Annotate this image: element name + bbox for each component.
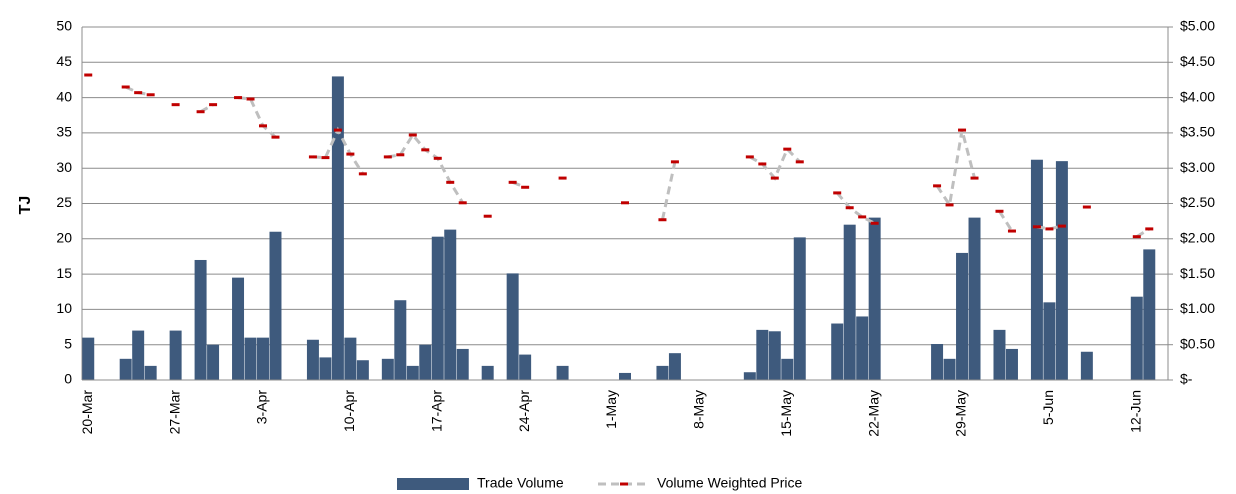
bar [344, 337, 357, 380]
bar [956, 252, 969, 380]
bar [768, 331, 781, 380]
bar [931, 343, 944, 380]
legend-label: Volume Weighted Price [657, 475, 802, 491]
bar [269, 231, 282, 380]
bar [406, 365, 419, 380]
bar [394, 300, 407, 380]
y-axis-label: TJ [17, 196, 34, 215]
bar [1030, 159, 1043, 380]
bar [781, 358, 794, 380]
bar [169, 330, 182, 380]
bar [319, 357, 332, 380]
bar [456, 348, 469, 380]
bar [331, 76, 344, 381]
y-tick-label: 30 [56, 159, 72, 175]
bar [619, 372, 631, 380]
y2-tick-label: $- [1180, 371, 1193, 387]
bar [856, 316, 869, 380]
bar [1055, 161, 1068, 380]
bar [943, 358, 956, 380]
bar [306, 339, 319, 380]
x-tick-label: 3-Apr [254, 390, 270, 425]
bar [519, 354, 532, 380]
x-tick-label: 12-Jun [1127, 390, 1143, 433]
x-tick-label: 1-May [603, 390, 619, 429]
bar [793, 237, 806, 380]
bar [656, 365, 669, 380]
x-tick-label: 20-Mar [79, 390, 95, 435]
legend-swatch [397, 478, 469, 490]
bar [444, 229, 457, 380]
bar [232, 277, 245, 380]
price-line [125, 85, 1151, 238]
bar [419, 344, 432, 380]
y-tick-label: 50 [56, 18, 72, 34]
bar [132, 330, 145, 380]
bar [119, 358, 132, 380]
x-tick-label: 17-Apr [428, 390, 444, 432]
x-tick-label: 10-Apr [341, 390, 357, 432]
bar [506, 273, 519, 380]
bar [207, 344, 220, 380]
y-tick-label: 15 [56, 265, 72, 281]
bar [431, 236, 444, 380]
y-tick-label: 40 [56, 88, 72, 104]
y-tick-label: 25 [56, 194, 72, 210]
bar [743, 372, 756, 380]
x-tick-label: 24-Apr [516, 390, 532, 432]
y-tick-label: 10 [56, 300, 72, 316]
y2-tick-label: $3.50 [1180, 124, 1215, 140]
bar [481, 365, 494, 380]
bar [356, 360, 369, 380]
bar [144, 365, 157, 380]
bar [668, 353, 681, 380]
bar [244, 337, 257, 380]
x-tick-label: 15-May [778, 390, 794, 437]
y2-tick-label: $2.00 [1180, 230, 1215, 246]
bar [993, 329, 1006, 380]
bar [556, 365, 569, 380]
bar [968, 217, 981, 380]
y2-tick-label: $2.50 [1180, 194, 1215, 210]
bar [82, 337, 95, 380]
bar [1005, 348, 1018, 380]
y-tick-label: 45 [56, 53, 72, 69]
x-tick-label: 27-Mar [166, 390, 182, 435]
y2-tick-label: $3.00 [1180, 159, 1215, 175]
bar [257, 337, 269, 380]
bar [868, 217, 881, 380]
x-tick-label: 8-May [691, 390, 707, 429]
bar [1080, 351, 1093, 380]
y2-tick-label: $5.00 [1180, 18, 1215, 34]
bar [1130, 296, 1143, 380]
bar [1043, 302, 1056, 380]
bar [756, 329, 769, 380]
y2-tick-label: $4.00 [1180, 88, 1215, 104]
bar [831, 323, 844, 380]
bar [1143, 249, 1156, 380]
x-tick-label: 22-May [865, 390, 881, 437]
y2-tick-label: $4.50 [1180, 53, 1215, 69]
y-tick-label: 0 [64, 371, 72, 387]
y2-tick-label: $1.00 [1180, 300, 1215, 316]
legend-label: Trade Volume [477, 475, 564, 491]
y-tick-label: 35 [56, 124, 72, 140]
bar [194, 259, 207, 380]
bar [381, 358, 394, 380]
y-tick-label: 20 [56, 230, 72, 246]
y2-tick-label: $0.50 [1180, 335, 1215, 351]
y-tick-label: 5 [64, 335, 72, 351]
x-tick-label: 29-May [953, 390, 969, 437]
bar [843, 224, 856, 380]
x-tick-label: 5-Jun [1040, 390, 1056, 425]
y2-tick-label: $1.50 [1180, 265, 1215, 281]
